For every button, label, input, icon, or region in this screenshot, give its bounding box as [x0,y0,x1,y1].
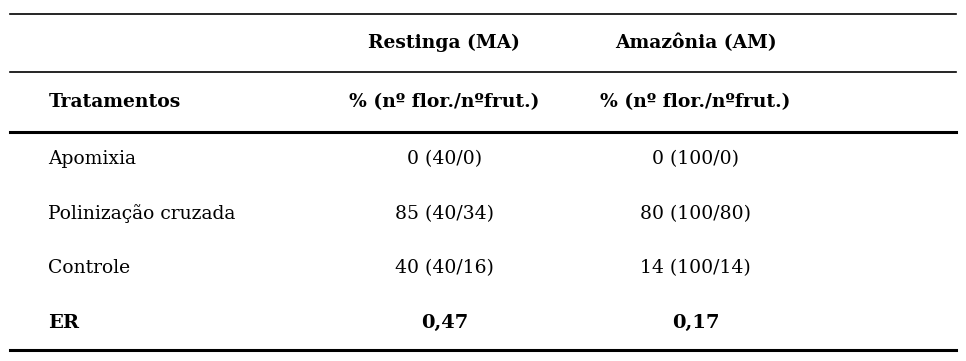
Text: Tratamentos: Tratamentos [48,93,181,111]
Text: 0,47: 0,47 [421,314,468,332]
Text: Restinga (MA): Restinga (MA) [368,34,521,52]
Text: Polinização cruzada: Polinização cruzada [48,204,236,223]
Text: 40 (40/16): 40 (40/16) [395,259,494,277]
Text: 0 (40/0): 0 (40/0) [407,150,482,168]
Text: 14 (100/14): 14 (100/14) [640,259,751,277]
Text: % (nº flor./nºfrut.): % (nº flor./nºfrut.) [349,93,540,111]
Text: % (nº flor./nºfrut.): % (nº flor./nºfrut.) [600,93,791,111]
Text: ER: ER [48,314,79,332]
Text: Apomixia: Apomixia [48,150,136,168]
Text: 80 (100/80): 80 (100/80) [640,205,751,223]
Text: 85 (40/34): 85 (40/34) [395,205,494,223]
Text: 0 (100/0): 0 (100/0) [652,150,739,168]
Text: Controle: Controle [48,259,130,277]
Text: Amazônia (AM): Amazônia (AM) [614,34,777,53]
Text: 0,17: 0,17 [671,314,720,332]
